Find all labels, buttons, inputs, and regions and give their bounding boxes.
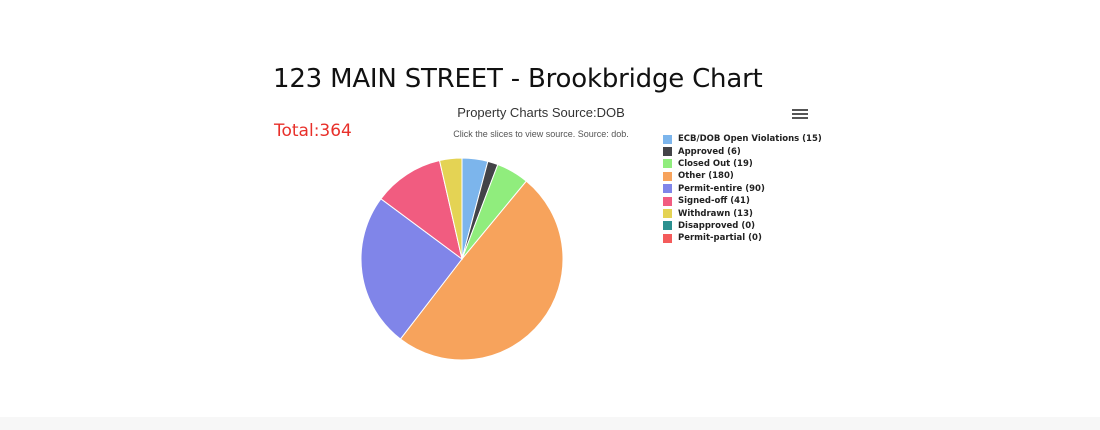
- chart-subtitle: Click the slices to view source. Source:…: [453, 129, 629, 139]
- legend-item-permit-entire[interactable]: Permit-entire (90): [663, 183, 833, 195]
- menu-bar: [792, 113, 808, 115]
- legend-item-disapproved[interactable]: Disapproved (0): [663, 220, 833, 232]
- legend-item-other[interactable]: Other (180): [663, 170, 833, 182]
- legend-item-closed-out[interactable]: Closed Out (19): [663, 158, 833, 170]
- legend-label: Approved (6): [678, 146, 741, 157]
- chart-legend: ECB/DOB Open Violations (15) Approved (6)…: [663, 133, 833, 245]
- footer-band: [0, 417, 1100, 430]
- legend-label: Permit-partial (0): [678, 233, 762, 244]
- legend-item-withdrawn[interactable]: Withdrawn (13): [663, 207, 833, 219]
- pie-slice-withdrawn[interactable]: [438, 157, 463, 260]
- legend-label: ECB/DOB Open Violations (15): [678, 134, 822, 145]
- menu-bar: [792, 109, 808, 111]
- legend-swatch: [663, 184, 672, 194]
- legend-label: Disapproved (0): [678, 220, 755, 231]
- pie-chart: [355, 152, 569, 366]
- chart-menu-icon[interactable]: [792, 109, 808, 123]
- legend-item-signed-off[interactable]: Signed-off (41): [663, 195, 833, 207]
- total-count: Total:364: [274, 121, 352, 141]
- legend-label: Signed-off (41): [678, 196, 750, 207]
- legend-item-ecb-dob-open-violations[interactable]: ECB/DOB Open Violations (15): [663, 133, 833, 145]
- legend-swatch: [663, 159, 672, 169]
- legend-swatch: [663, 171, 672, 181]
- legend-label: Other (180): [678, 171, 734, 182]
- legend-swatch: [663, 209, 672, 219]
- legend-swatch: [663, 134, 672, 144]
- legend-label: Closed Out (19): [678, 158, 753, 169]
- legend-swatch: [663, 221, 672, 231]
- legend-item-permit-partial[interactable]: Permit-partial (0): [663, 232, 833, 244]
- pie-slice-other[interactable]: [399, 180, 564, 361]
- legend-label: Permit-entire (90): [678, 183, 765, 194]
- pie-slice-permit-entire[interactable]: [360, 198, 463, 340]
- legend-swatch: [663, 147, 672, 157]
- page-title: 123 MAIN STREET - Brookbridge Chart: [273, 64, 763, 94]
- pie-chart-svg: [360, 157, 564, 361]
- legend-item-approved[interactable]: Approved (6): [663, 145, 833, 157]
- legend-label: Withdrawn (13): [678, 208, 753, 219]
- chart-title: Property Charts Source:DOB: [457, 105, 625, 120]
- menu-bar: [792, 117, 808, 119]
- pie-slice-signed-off[interactable]: [380, 159, 463, 261]
- legend-swatch: [663, 196, 672, 206]
- legend-swatch: [663, 233, 672, 243]
